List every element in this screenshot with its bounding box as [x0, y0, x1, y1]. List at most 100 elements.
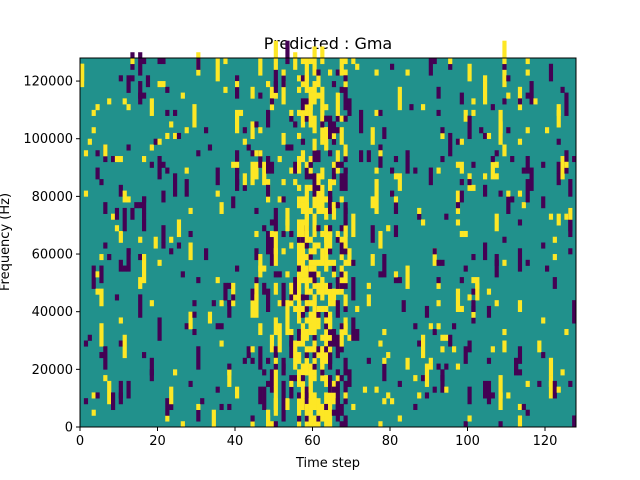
heatmap-cell: [331, 386, 337, 393]
heatmap-cell: [103, 346, 108, 370]
heatmap-cell: [254, 121, 259, 128]
heatmap-cell: [157, 58, 162, 65]
heatmap-cell: [107, 254, 112, 261]
heatmap-cell: [258, 92, 263, 99]
heatmap-cell: [308, 300, 313, 307]
heatmap-cell: [114, 207, 120, 220]
heatmap-cell: [184, 323, 189, 330]
heatmap-cell: [343, 392, 348, 399]
heatmap-cell: [343, 75, 348, 82]
heatmap-cell: [300, 392, 306, 399]
heatmap-cell: [413, 375, 418, 382]
heatmap-cell: [316, 150, 321, 163]
heatmap-cell: [328, 346, 333, 353]
heatmap-cell: [304, 213, 309, 220]
heatmap-cell: [87, 334, 92, 341]
heatmap-cell: [122, 207, 127, 232]
heatmap-cell: [397, 277, 402, 284]
heatmap-cell: [165, 132, 170, 140]
heatmap-cell: [297, 328, 302, 336]
heatmap-cell: [246, 144, 251, 151]
heatmap-cell: [83, 340, 89, 347]
heatmap-cell: [459, 92, 464, 105]
heatmap-cell: [269, 230, 275, 238]
heatmap-cell: [242, 138, 247, 145]
heatmap-cell: [269, 369, 275, 393]
heatmap-cell: [506, 190, 511, 197]
heatmap-cell: [300, 202, 306, 209]
heatmap-cell: [343, 357, 348, 370]
heatmap-cell: [517, 190, 523, 197]
heatmap-cell: [126, 75, 131, 93]
heatmap-cell: [328, 375, 333, 382]
heatmap-cell: [312, 346, 317, 353]
heatmap-cell: [273, 369, 278, 387]
heatmap-cell: [312, 115, 317, 134]
heatmap-cell: [312, 300, 317, 307]
heatmap-cell: [312, 265, 317, 272]
heatmap-cell: [525, 156, 530, 174]
heatmap-cell: [459, 305, 464, 312]
heatmap-cell: [300, 254, 306, 278]
heatmap-cell: [219, 340, 224, 347]
heatmap-cell: [227, 403, 232, 411]
heatmap-cell: [99, 179, 104, 186]
heatmap-cell: [258, 323, 263, 336]
heatmap-cell: [180, 271, 185, 278]
heatmap-cell: [335, 92, 340, 116]
heatmap-cell: [293, 305, 298, 312]
heatmap-cell: [517, 403, 523, 411]
heatmap-cell: [320, 277, 325, 284]
heatmap-cell: [289, 109, 294, 116]
heatmap-cell: [490, 346, 495, 353]
heatmap-cell: [207, 144, 213, 151]
heatmap-cell: [316, 409, 321, 416]
heatmap-cell: [176, 132, 182, 140]
heatmap-cell: [494, 300, 499, 307]
heatmap-cell: [312, 375, 317, 382]
heatmap-cell: [122, 98, 127, 105]
heatmap-cell: [300, 115, 306, 122]
heatmap-cell: [312, 63, 317, 70]
heatmap-cell: [436, 86, 441, 99]
heatmap-cell: [355, 328, 360, 336]
heatmap-cell: [293, 277, 298, 295]
heatmap-cell: [517, 369, 523, 376]
y-tick-label: 20000: [32, 363, 73, 378]
heatmap-cell: [308, 317, 313, 324]
heatmap-cell: [300, 236, 306, 243]
heatmap-cell: [304, 328, 309, 336]
heatmap-cell: [118, 156, 123, 163]
heatmap-cell: [366, 294, 371, 307]
heatmap-cell: [184, 127, 189, 134]
heatmap-cell: [467, 294, 472, 301]
heatmap-cell: [297, 265, 302, 272]
heatmap-cell: [320, 403, 325, 416]
heatmap-cell: [231, 161, 236, 168]
heatmap-cell: [297, 86, 302, 93]
heatmap-cell: [343, 104, 348, 111]
heatmap-cell: [328, 225, 333, 232]
heatmap-cell: [552, 380, 557, 399]
heatmap-cell: [161, 81, 166, 88]
heatmap-cell: [382, 127, 387, 140]
heatmap-cell: [192, 328, 197, 336]
heatmap-cell: [300, 386, 306, 393]
heatmap-cell: [138, 202, 143, 209]
heatmap-cell: [250, 161, 255, 186]
heatmap-cell: [95, 271, 100, 278]
heatmap-cell: [452, 323, 457, 330]
heatmap-cell: [304, 352, 309, 359]
heatmap-cell: [281, 75, 286, 88]
heatmap-cell: [138, 52, 143, 76]
heatmap-cell: [273, 81, 278, 88]
heatmap-cell: [347, 369, 352, 387]
heatmap-cells: [80, 40, 577, 428]
heatmap-cell: [304, 386, 309, 393]
heatmap-cell: [359, 109, 364, 134]
heatmap-cell: [494, 161, 499, 168]
heatmap-cell: [339, 86, 344, 93]
heatmap-cell: [502, 63, 507, 70]
heatmap-cell: [444, 213, 449, 220]
heatmap-cell: [316, 75, 321, 82]
